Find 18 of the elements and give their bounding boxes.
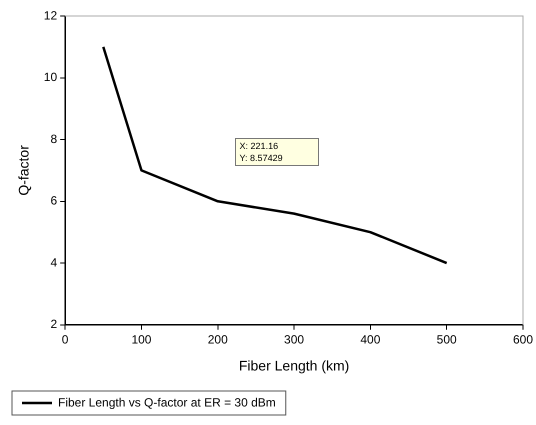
- annotation: X: 221.16 Y: 8.57429: [240, 140, 284, 164]
- x-axis-title: Fiber Length (km): [238, 357, 350, 374]
- y-tick-label: 8: [50, 132, 58, 146]
- x-tick-label: 100: [131, 332, 152, 346]
- x-tick-label: 400: [360, 332, 381, 346]
- y-axis-title: Q-factor: [15, 144, 32, 196]
- y-tick-label: 10: [44, 70, 58, 84]
- y-tick-label: 2: [50, 317, 58, 332]
- y-tick-label: 6: [50, 194, 58, 208]
- x-tick-label: 200: [208, 332, 228, 346]
- x-tick-label: 500: [436, 332, 458, 346]
- y-tick-label: 4: [50, 255, 58, 270]
- tooltip-box: X: 221.16 Y: 8.57429: [234, 138, 319, 166]
- x-tick-label: 0: [62, 332, 69, 346]
- y-tick-label: 12: [44, 8, 58, 22]
- x-tick-label: 600: [512, 332, 534, 346]
- x-tick-label: 300: [284, 332, 304, 346]
- legend-label: Fiber Length vs Q-factor at ER = 30 dBm: [58, 395, 276, 410]
